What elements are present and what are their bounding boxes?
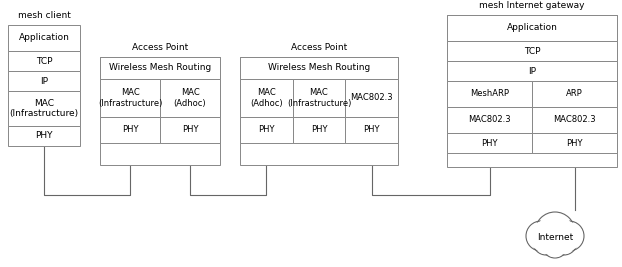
Bar	[8, 91, 80, 126]
Text: IP: IP	[40, 77, 48, 85]
Bar	[8, 51, 80, 71]
Circle shape	[528, 223, 554, 249]
Text: MeshARP: MeshARP	[470, 89, 509, 99]
Bar	[447, 133, 532, 153]
Bar	[345, 79, 398, 117]
Bar	[100, 57, 220, 79]
Bar	[447, 41, 617, 61]
Text: Internet: Internet	[537, 233, 573, 241]
Text: MAC
(Adhoc): MAC (Adhoc)	[174, 88, 207, 108]
Text: Application: Application	[19, 33, 70, 42]
Circle shape	[535, 212, 575, 252]
Bar	[532, 107, 617, 133]
Bar	[8, 25, 80, 51]
Text: PHY: PHY	[258, 125, 274, 135]
Text: PHY: PHY	[566, 139, 583, 147]
Text: PHY: PHY	[122, 125, 138, 135]
Bar	[160, 79, 220, 117]
Circle shape	[552, 231, 575, 253]
Circle shape	[551, 229, 577, 255]
Bar	[8, 71, 80, 91]
Text: MAC802.3: MAC802.3	[468, 116, 511, 124]
Circle shape	[526, 221, 556, 251]
Bar	[100, 79, 160, 117]
Bar	[293, 117, 345, 143]
Text: MAC
(Infrastructure): MAC (Infrastructure)	[98, 88, 162, 108]
Text: mesh Internet gateway: mesh Internet gateway	[479, 1, 585, 10]
Text: Wireless Mesh Routing: Wireless Mesh Routing	[109, 64, 211, 73]
Bar	[100, 117, 160, 143]
Text: Access Point: Access Point	[132, 43, 188, 52]
Text: IP: IP	[528, 66, 536, 76]
Circle shape	[534, 231, 557, 253]
Text: MAC802.3: MAC802.3	[350, 93, 393, 103]
Bar	[447, 81, 532, 107]
Text: TCP: TCP	[35, 57, 52, 65]
Bar	[532, 81, 617, 107]
Bar	[160, 117, 220, 143]
Bar	[447, 107, 532, 133]
Text: Application: Application	[506, 23, 557, 33]
Circle shape	[537, 214, 573, 250]
Text: MAC
(Infrastructure): MAC (Infrastructure)	[9, 99, 78, 118]
Bar	[240, 57, 398, 79]
Text: ARP: ARP	[566, 89, 583, 99]
Circle shape	[544, 234, 567, 256]
Circle shape	[542, 232, 568, 258]
Text: TCP: TCP	[524, 46, 541, 56]
Bar	[240, 117, 293, 143]
Bar	[345, 117, 398, 143]
Circle shape	[556, 223, 582, 249]
Bar	[8, 126, 80, 146]
Text: Access Point: Access Point	[291, 43, 347, 52]
Bar	[532, 133, 617, 153]
Circle shape	[554, 221, 584, 251]
Text: mesh client: mesh client	[17, 11, 70, 20]
Text: PHY: PHY	[311, 125, 327, 135]
Circle shape	[533, 229, 559, 255]
Text: PHY: PHY	[481, 139, 498, 147]
Text: MAC802.3: MAC802.3	[553, 116, 596, 124]
Text: PHY: PHY	[35, 132, 53, 140]
Text: Wireless Mesh Routing: Wireless Mesh Routing	[268, 64, 370, 73]
Text: MAC
(Infrastructure): MAC (Infrastructure)	[287, 88, 351, 108]
Text: PHY: PHY	[182, 125, 198, 135]
Text: PHY: PHY	[363, 125, 380, 135]
Bar	[447, 15, 617, 41]
Text: MAC
(Adhoc): MAC (Adhoc)	[250, 88, 282, 108]
Bar	[293, 79, 345, 117]
Bar	[240, 57, 398, 165]
Bar	[447, 61, 617, 81]
Bar	[100, 57, 220, 165]
Bar	[240, 79, 293, 117]
Bar	[447, 15, 617, 167]
